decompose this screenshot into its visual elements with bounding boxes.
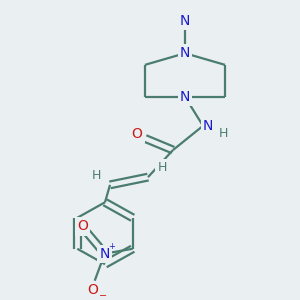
Text: O: O: [132, 127, 142, 141]
Text: O: O: [77, 220, 88, 233]
Text: N: N: [203, 119, 213, 133]
Text: +: +: [108, 242, 115, 251]
Text: N: N: [180, 90, 190, 104]
Text: N: N: [180, 46, 190, 60]
Text: H: H: [157, 161, 167, 174]
Text: −: −: [99, 291, 107, 300]
Text: N: N: [100, 247, 110, 261]
Text: H: H: [218, 127, 228, 140]
Text: H: H: [91, 169, 101, 182]
Text: N: N: [180, 14, 190, 28]
Text: O: O: [87, 284, 98, 297]
